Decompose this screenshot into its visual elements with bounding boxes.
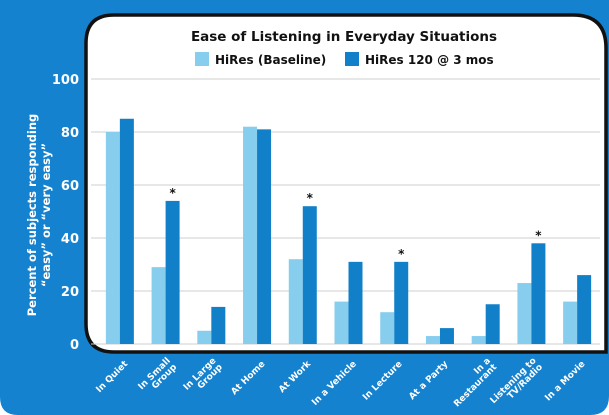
bar-baseline (288, 259, 303, 344)
bar-baseline (334, 301, 349, 344)
legend-swatch-hires120 (345, 52, 359, 66)
bar-hires120 (302, 206, 317, 344)
bar-hires120 (211, 306, 226, 344)
bar-hires120 (439, 328, 454, 344)
y-axis-label-line2: “easy” or “very easy” (39, 143, 53, 287)
bar-hires120 (485, 304, 500, 344)
y-tick-label: 60 (61, 179, 79, 194)
plot-panel (84, 13, 608, 354)
significance-markers: * * * * (169, 186, 542, 261)
y-tick-label: 100 (52, 73, 79, 88)
bar-baseline (151, 267, 166, 344)
bar-baseline (471, 336, 486, 344)
bar-baseline (380, 312, 395, 344)
bar-hires120 (531, 243, 546, 344)
chart-title: Ease of Listening in Everyday Situations (191, 29, 497, 45)
significance-star: * (307, 191, 314, 205)
y-axis-label-line1: Percent of subjects responding (25, 114, 39, 317)
legend-label-hires120: HiRes 120 @ 3 mos (365, 53, 494, 67)
y-tick-label: 20 (61, 285, 79, 300)
bar-hires120 (165, 200, 180, 344)
legend-swatch-baseline (195, 52, 209, 66)
bar-baseline (105, 132, 120, 344)
bar-hires120 (577, 275, 592, 344)
bars (105, 118, 592, 344)
bar-hires120 (394, 261, 409, 344)
y-tick-label: 80 (61, 126, 79, 141)
significance-star: * (398, 247, 405, 261)
bar-baseline (197, 330, 212, 344)
significance-star: * (169, 186, 176, 200)
bar-baseline (425, 336, 440, 344)
significance-star: * (535, 228, 542, 242)
legend-label-baseline: HiRes (Baseline) (215, 53, 326, 67)
bar-hires120 (119, 118, 134, 344)
y-tick-label: 40 (61, 232, 79, 247)
bar-baseline (563, 301, 578, 344)
bar-baseline (517, 283, 532, 344)
y-tick-label: 0 (70, 338, 79, 353)
bar-hires120 (348, 261, 363, 344)
bar-hires120 (257, 129, 272, 344)
y-axis-ticks: 0 20 40 60 80 100 (52, 73, 79, 353)
legend: HiRes (Baseline) HiRes 120 @ 3 mos (195, 52, 494, 67)
bar-baseline (243, 126, 258, 344)
